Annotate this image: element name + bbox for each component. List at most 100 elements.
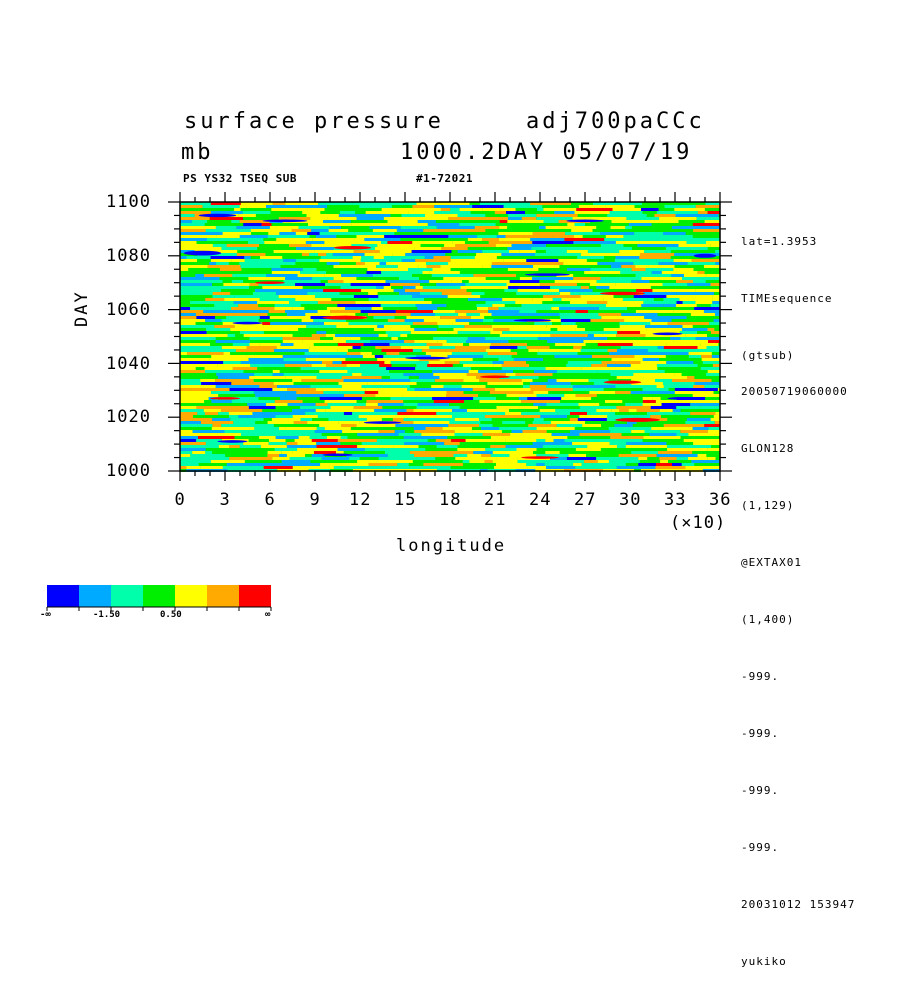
heatmap-cell [232, 274, 266, 277]
heatmap-cell [638, 370, 665, 373]
heatmap-cell [451, 268, 483, 271]
heatmap-cell [180, 451, 192, 454]
heatmap-cell [580, 406, 616, 409]
heatmap-cell [584, 358, 611, 361]
heatmap-cell [581, 295, 614, 298]
heatmap-cell [507, 277, 520, 280]
heatmap-cell [187, 256, 211, 259]
heatmap-cell [575, 223, 586, 226]
heatmap-cell [505, 439, 536, 442]
heatmap-field [180, 202, 720, 472]
heatmap-cell [396, 415, 436, 418]
heatmap-cell [693, 442, 720, 445]
heatmap-cell [414, 409, 453, 412]
heatmap-cell [686, 232, 720, 235]
heatmap-low-patch [218, 440, 248, 443]
heatmap-cell [519, 295, 543, 298]
heatmap-cell [440, 316, 471, 319]
heatmap-cell [238, 304, 258, 307]
heatmap-cell [712, 355, 720, 358]
heatmap-cell [624, 319, 651, 322]
heatmap-cell [345, 307, 356, 310]
heatmap-cell [295, 262, 326, 265]
heatmap-cell [266, 253, 292, 256]
heatmap-cell [557, 370, 597, 373]
heatmap-cell [365, 262, 380, 265]
heatmap-cell [486, 385, 510, 388]
heatmap-cell [571, 382, 594, 385]
heatmap-cell [233, 313, 267, 316]
heatmap-cell [180, 385, 216, 388]
heatmap-cell [569, 454, 587, 457]
heatmap-cell [249, 376, 286, 379]
heatmap-cell [440, 376, 477, 379]
side-info-line: -999. [741, 838, 855, 857]
heatmap-cell [561, 397, 591, 400]
heatmap-cell [455, 418, 479, 421]
heatmap-cell [714, 415, 720, 418]
heatmap-cell [299, 205, 327, 208]
heatmap-cell [685, 466, 720, 469]
heatmap-cell [327, 307, 345, 310]
heatmap-cell [359, 415, 396, 418]
heatmap-cell [479, 400, 521, 403]
heatmap-cell [703, 361, 720, 364]
heatmap-cell [712, 352, 720, 355]
heatmap-cell [257, 247, 276, 250]
heatmap-cell [272, 223, 309, 226]
heatmap-cell [336, 451, 344, 454]
heatmap-cell [565, 232, 600, 235]
heatmap-cell [570, 418, 578, 421]
heatmap-cell [709, 322, 720, 325]
heatmap-cell [502, 430, 512, 433]
heatmap-cell [248, 241, 264, 244]
colorbar-swatch [207, 585, 239, 607]
side-info-line: lat=1.3953 [741, 232, 832, 251]
heatmap-cell [399, 301, 432, 304]
heatmap-cell [343, 280, 385, 283]
heatmap-cell [279, 454, 287, 457]
heatmap-cell [650, 415, 661, 418]
heatmap-cell [180, 373, 216, 376]
heatmap-cell [496, 463, 526, 466]
heatmap-cell [196, 367, 205, 370]
heatmap-cell [676, 280, 693, 283]
heatmap-cell [268, 328, 298, 331]
heatmap-cell [708, 457, 716, 460]
heatmap-cell [610, 436, 643, 439]
heatmap-cell [573, 241, 616, 244]
heatmap-cell [643, 397, 653, 400]
heatmap-cell [238, 214, 256, 217]
heatmap-cell [420, 283, 436, 286]
heatmap-cell [424, 319, 456, 322]
side-info-line: -999. [741, 667, 855, 686]
heatmap-cell [666, 409, 673, 412]
heatmap-cell [466, 313, 480, 316]
heatmap-cell [452, 250, 458, 253]
heatmap-cell [644, 250, 671, 253]
heatmap-cell [596, 439, 628, 442]
heatmap-cell [180, 352, 187, 355]
heatmap-cell [313, 238, 343, 241]
heatmap-cell [275, 304, 301, 307]
heatmap-cell [432, 301, 458, 304]
heatmap-cell [497, 235, 506, 238]
heatmap-cell [433, 337, 468, 340]
heatmap-cell [230, 352, 265, 355]
heatmap-cell [310, 217, 328, 220]
heatmap-cell [295, 283, 325, 286]
heatmap-cell [312, 439, 338, 442]
heatmap-cell [708, 400, 718, 403]
heatmap-cell [196, 322, 223, 325]
heatmap-cell [561, 319, 591, 322]
heatmap-cell [305, 352, 347, 355]
heatmap-cell [433, 373, 467, 376]
heatmap-cell [256, 214, 273, 217]
heatmap-cell [365, 388, 407, 391]
heatmap-cell [455, 457, 496, 460]
heatmap-cell [414, 340, 437, 343]
heatmap-cell [219, 328, 230, 331]
heatmap-cell [594, 334, 616, 337]
heatmap-cell [460, 361, 493, 364]
heatmap-cell [323, 289, 361, 292]
